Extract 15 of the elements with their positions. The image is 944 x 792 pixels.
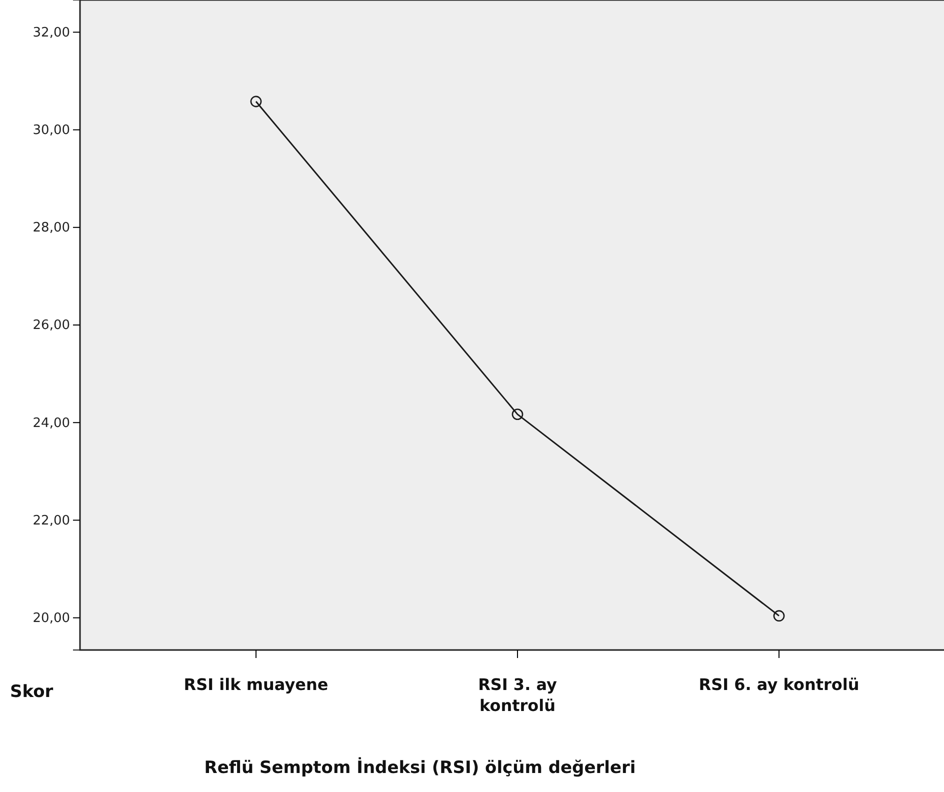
point <box>250 96 262 108</box>
y-tick-label: 28,00 <box>32 220 70 236</box>
y-tick-label: 32,00 <box>32 25 70 40</box>
point <box>512 408 524 420</box>
x-axis-title: Reflü Semptom İndeksi (RSI) ölçüm değerleri <box>204 757 636 778</box>
y-tick-label: 30,00 <box>32 122 70 138</box>
x-tick-label: RSI ilk muayene <box>184 675 328 694</box>
y-axis-title: Skor <box>10 682 54 702</box>
y-tick-label: 22,00 <box>32 513 70 528</box>
point <box>773 610 785 622</box>
y-tick-label: 26,00 <box>32 318 70 334</box>
y-tick-label: 24,00 <box>32 416 70 431</box>
y-tick-label: 20,00 <box>32 610 70 626</box>
x-tick-label: RSI 6. ay kontrolü <box>698 675 860 694</box>
x-tick-label: RSI 3. ay kontrolü <box>478 675 558 715</box>
